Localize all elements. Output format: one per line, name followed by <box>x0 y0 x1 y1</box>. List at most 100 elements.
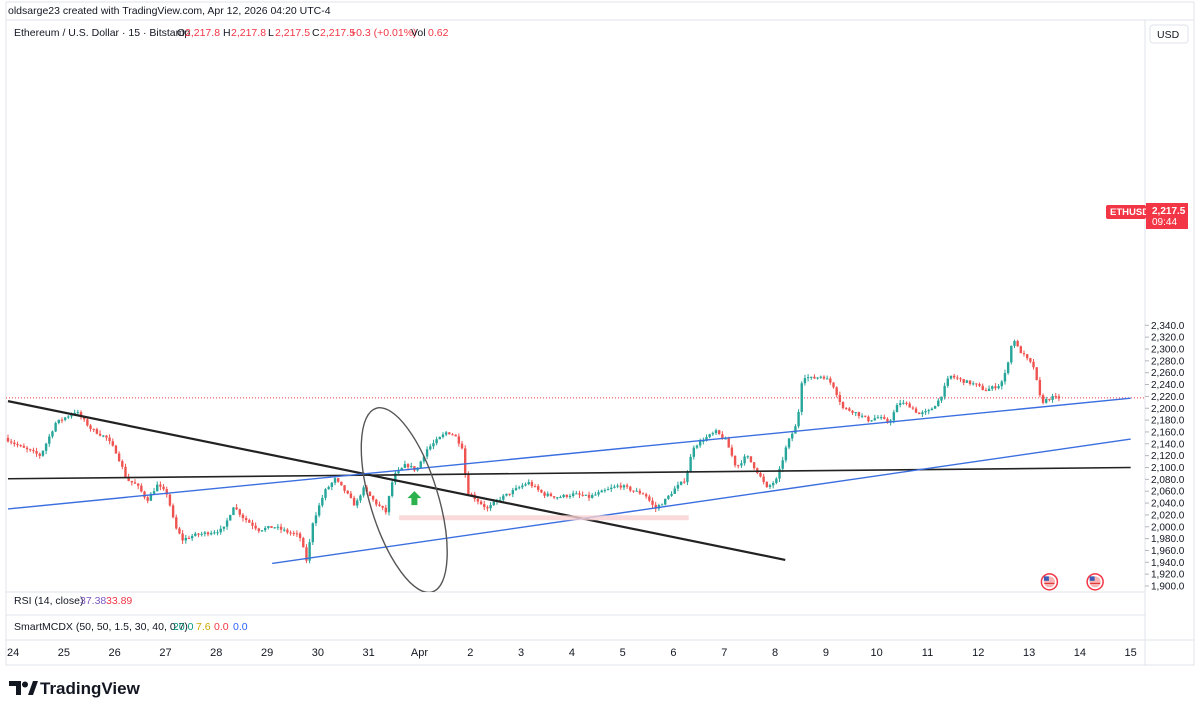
candle-body <box>403 464 407 468</box>
candle-body <box>267 526 270 528</box>
candle-body <box>419 461 422 468</box>
candle-body <box>949 375 953 379</box>
candle-body <box>410 466 413 468</box>
candle-body <box>629 486 632 491</box>
candle-body <box>816 377 819 379</box>
candle-body <box>95 429 99 434</box>
candle-body <box>441 434 445 437</box>
candle-body <box>832 382 835 388</box>
top-caption: oldsarge23 created with TradingView.com,… <box>8 5 331 17</box>
price-axis[interactable]: 2,340.02,320.02,300.02,280.02,260.02,240… <box>1145 321 1185 593</box>
candle-body <box>422 456 426 462</box>
candle-body <box>587 494 591 498</box>
candle-body <box>838 395 842 402</box>
candle-body <box>451 434 454 436</box>
us-flag-icon[interactable] <box>1086 573 1104 591</box>
candle-body <box>806 377 810 379</box>
candle-body <box>394 473 397 483</box>
candle-body <box>216 532 219 534</box>
candle-body <box>927 410 930 412</box>
open-label: O <box>177 27 185 39</box>
candle-body <box>673 488 676 494</box>
candle-body <box>381 505 384 508</box>
candle-body <box>568 495 572 497</box>
candle-body <box>206 532 210 535</box>
candle-body <box>552 496 556 498</box>
price-tag-value: 2,217.5 <box>1152 206 1186 217</box>
candle-body <box>711 433 715 435</box>
candle-body <box>273 527 276 529</box>
candle-body <box>600 490 603 493</box>
candle-body <box>175 517 178 529</box>
time-tick-label: 4 <box>569 647 575 659</box>
low-value: 2,217.5 <box>275 27 310 39</box>
candle-body <box>44 443 48 451</box>
candle-body <box>225 520 229 527</box>
time-tick-label: 26 <box>109 647 121 659</box>
candle-body <box>397 470 400 474</box>
candle-body <box>156 484 159 492</box>
candle-body <box>527 482 530 485</box>
time-axis[interactable]: 24 25 26 27 28 29 30 31 Apr 2 3 4 5 6 7 8 9 10 11 12 13 14 15 <box>7 647 1137 659</box>
candle-body <box>1035 367 1038 380</box>
candle-body <box>105 435 108 438</box>
candle-body <box>162 486 165 490</box>
candle-body <box>822 376 826 379</box>
candle-body <box>549 493 553 497</box>
candle-body <box>676 484 680 489</box>
time-tick-label: 6 <box>670 647 676 659</box>
currency-button[interactable] <box>1149 24 1189 44</box>
candle-body <box>260 530 264 532</box>
chart-frame <box>5 1 1195 666</box>
candle-body <box>352 497 356 506</box>
candle-body <box>70 414 73 417</box>
candle-body <box>692 447 695 457</box>
candle-body <box>991 386 994 389</box>
flag-canton <box>1043 576 1049 581</box>
mcdx-label[interactable]: SmartMCDX (50, 50, 1.5, 30, 40, 0.7) <box>14 621 188 633</box>
candle-body <box>765 481 769 487</box>
candle-body <box>298 533 302 539</box>
candle-body <box>781 460 784 469</box>
tv-logo-icon <box>9 681 38 695</box>
candle-body <box>114 445 118 454</box>
candle-body <box>124 466 127 477</box>
price-tick-label: 2,300.0 <box>1151 345 1185 356</box>
candle-body <box>340 481 343 486</box>
mcdx-legend: SmartMCDX (50, 50, 1.5, 30, 40, 0.7) 20.… <box>14 621 248 633</box>
candle-body <box>219 528 222 533</box>
candle-body <box>178 528 181 534</box>
time-tick-label: 13 <box>1023 647 1035 659</box>
candle-body <box>619 485 622 488</box>
candle-body <box>232 507 235 516</box>
candle-body <box>502 495 505 500</box>
candle-body <box>203 532 207 534</box>
economic-events[interactable] <box>1040 573 1104 591</box>
candle-body <box>616 485 619 487</box>
candle-body <box>448 432 451 435</box>
candle-body <box>530 482 534 487</box>
rsi-label[interactable]: RSI (14, close) <box>14 595 83 607</box>
candle-body <box>740 463 743 466</box>
candle-body <box>127 476 130 481</box>
candle-body <box>584 494 588 496</box>
candle-body <box>835 387 838 396</box>
candle-body <box>524 484 527 486</box>
candle-body <box>972 383 975 385</box>
candle-body <box>38 453 41 456</box>
symbol-label[interactable]: Ethereum / U.S. Dollar · 15 · Bitstamp <box>14 27 190 39</box>
candle-body <box>425 449 429 457</box>
candle-body <box>651 500 654 505</box>
candle-body <box>111 441 114 446</box>
candle-body <box>19 445 22 447</box>
candle-body <box>1000 381 1003 387</box>
us-flag-icon[interactable] <box>1040 573 1059 591</box>
highlight-loop <box>360 407 448 592</box>
price-tick-label: 2,320.0 <box>1151 333 1185 344</box>
candle-body <box>768 485 772 487</box>
high-label: H <box>223 27 231 39</box>
candle-body <box>791 433 794 439</box>
candle-body <box>476 499 480 502</box>
mcdx-value-2: 7.6 <box>196 621 211 633</box>
currency-label: USD <box>1157 29 1180 41</box>
